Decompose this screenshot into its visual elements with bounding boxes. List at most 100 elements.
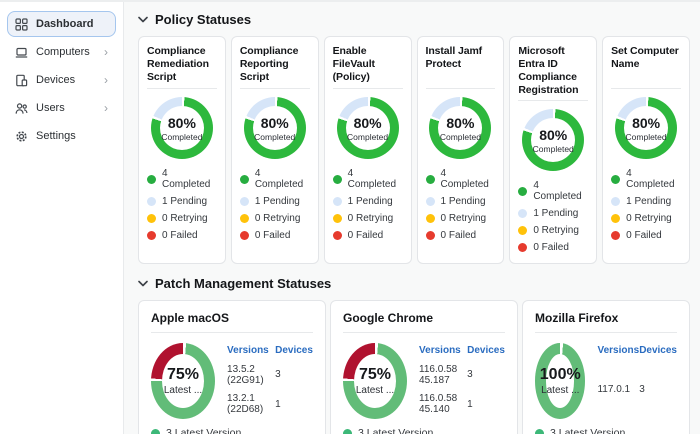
donut-sublabel: Latest ... — [355, 385, 395, 396]
divider — [425, 88, 496, 89]
patch-cards-grid: Apple macOS 75% Latest ... Versions — [138, 300, 690, 434]
devices-cell: 1 — [467, 398, 473, 410]
legend-label: 4 Completed — [162, 168, 211, 190]
legend-dot — [425, 214, 435, 223]
legend-dot — [239, 214, 249, 223]
patch-legend: 3 Latest Version 1 Other Versions — [343, 427, 505, 434]
chevron-right-icon: › — [104, 101, 108, 115]
table-row: 116.0.5845.140 1 — [419, 390, 505, 420]
legend-item: 0 Retrying — [518, 225, 588, 236]
donut-center: 75% Latest ... — [354, 354, 397, 408]
sidebar-item-devices[interactable]: Devices › — [7, 67, 116, 93]
legend-dot — [535, 428, 544, 434]
legend-dot — [151, 428, 160, 434]
patch-card-body: 100% Latest ... Versions Devices — [535, 343, 677, 419]
sidebar-item-computers[interactable]: Computers › — [7, 39, 116, 65]
donut-center: 100% Latest ... — [540, 354, 581, 408]
dashboard-icon — [15, 17, 28, 31]
policy-donut-chart: 80% Completed — [150, 97, 213, 159]
table-row: 117.0.1 3 — [597, 360, 677, 419]
legend-label: 1 Pending — [626, 196, 672, 207]
legend-item: 0 Retrying — [332, 213, 403, 224]
chevron-down-icon[interactable] — [138, 280, 148, 287]
sidebar-item-settings[interactable]: Settings — [7, 123, 116, 149]
legend-label: 0 Failed — [162, 230, 198, 241]
legend-item: 4 Completed — [611, 168, 681, 190]
divider — [239, 88, 310, 89]
legend-dot — [332, 231, 342, 240]
policy-legend: 4 Completed 1 Pending 0 Retrying 0 Faile… — [611, 168, 681, 241]
donut-sublabel: Completed — [532, 143, 574, 154]
divider — [332, 88, 403, 89]
patch-donut-chart: 75% Latest ... — [151, 343, 216, 419]
computers-icon — [15, 46, 28, 59]
chevron-right-icon: › — [104, 73, 108, 87]
settings-icon — [15, 130, 28, 143]
version-cell: 117.0.1 — [597, 384, 631, 395]
table-row: 116.0.5845.187 3 — [419, 360, 505, 390]
legend-label: 0 Failed — [533, 242, 569, 253]
patch-card-body: 75% Latest ... Versions Devices — [151, 343, 313, 419]
sidebar-item-users[interactable]: Users › — [7, 95, 116, 121]
donut-center: 80% Completed — [624, 106, 669, 150]
divider — [151, 332, 313, 333]
legend-dot — [425, 174, 435, 184]
donut-percent: 80% — [539, 126, 568, 143]
divider — [147, 88, 217, 89]
section-title: Policy Statuses — [155, 12, 252, 27]
legend-item: 4 Completed — [518, 180, 588, 202]
legend-dot — [518, 209, 528, 218]
policy-donut-chart: 80% Completed — [336, 97, 399, 159]
policy-card-title: Compliance Reporting Script — [239, 45, 299, 83]
version-cell: 13.5.2 (22G91) — [227, 363, 264, 386]
legend-dot — [147, 231, 156, 240]
patch-legend: 3 Latest Version 0 Other Versions — [535, 427, 677, 434]
legend-label: 0 Retrying — [626, 213, 672, 224]
versions-column-header[interactable]: Versions — [227, 345, 269, 356]
devices-column-header[interactable]: Devices — [275, 345, 313, 356]
devices-column-header[interactable]: Devices — [639, 345, 677, 356]
devices-column-header[interactable]: Devices — [467, 345, 505, 356]
policy-card: Compliance Remediation Script 80% Comple… — [138, 36, 226, 264]
legend-item: 3 Latest Version — [151, 427, 313, 434]
legend-label: 1 Pending — [162, 196, 208, 207]
legend-item: 3 Latest Version — [535, 427, 677, 434]
versions-column-header[interactable]: Versions — [419, 345, 461, 356]
sidebar-item-label: Settings — [36, 130, 76, 142]
donut-percent: 80% — [260, 114, 289, 131]
chevron-down-icon[interactable] — [138, 16, 148, 23]
policy-statuses-section: Policy Statuses Compliance Remediation S… — [138, 12, 690, 264]
patch-card-title: Google Chrome — [343, 311, 434, 325]
donut-sublabel: Completed — [439, 131, 481, 142]
policy-cards-grid: Compliance Remediation Script 80% Comple… — [138, 36, 690, 264]
legend-label: 1 Pending — [347, 196, 393, 207]
donut-percent: 75% — [359, 366, 392, 383]
legend-label: 1 Pending — [440, 196, 486, 207]
divider — [611, 88, 681, 89]
legend-label: 0 Failed — [626, 230, 662, 241]
legend-dot — [239, 231, 249, 240]
legend-item: 1 Pending — [518, 208, 588, 219]
donut-center: 75% Latest ... — [162, 354, 205, 408]
patch-card-title: Apple macOS — [151, 311, 230, 325]
legend-label: 0 Failed — [254, 230, 291, 241]
legend-dot — [611, 231, 621, 240]
sidebar-item-label: Computers — [36, 46, 90, 58]
sidebar-item-dashboard[interactable]: Dashboard — [7, 11, 116, 37]
donut-center: 80% Completed — [159, 106, 204, 150]
donut-center: 80% Completed — [438, 106, 483, 150]
policy-card: Microsoft Entra ID Compliance Registrati… — [509, 36, 598, 264]
legend-item: 0 Retrying — [147, 213, 217, 224]
legend-dot — [518, 243, 528, 252]
versions-table: Versions Devices 117.0.1 3 — [597, 345, 677, 419]
legend-label: 0 Failed — [440, 230, 477, 241]
legend-item: 0 Retrying — [611, 213, 681, 224]
legend-dot — [611, 197, 621, 206]
versions-column-header[interactable]: Versions — [597, 345, 640, 356]
policy-card: Set Computer Name 80% Completed 4 Comple… — [602, 36, 690, 264]
policy-donut-chart: 80% Completed — [522, 109, 585, 171]
policy-donut-chart: 80% Completed — [615, 97, 678, 159]
legend-label: 3 Latest Version — [358, 427, 434, 434]
policy-donut-chart: 80% Completed — [429, 97, 492, 159]
